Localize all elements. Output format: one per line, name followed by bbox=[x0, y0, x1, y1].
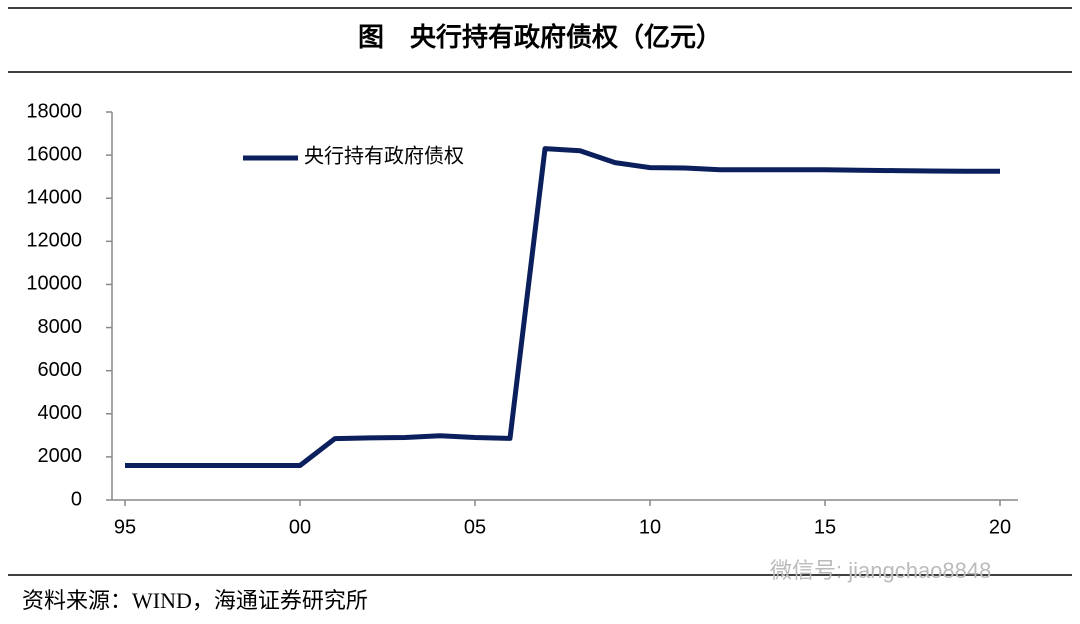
y-tick-label: 16000 bbox=[26, 143, 82, 165]
source-note: 资料来源：WIND，海通证券研究所 bbox=[22, 588, 368, 613]
watermark: 微信号: jiangchao8848 bbox=[770, 558, 991, 583]
x-tick-label: 95 bbox=[114, 516, 136, 538]
y-tick-label: 14000 bbox=[26, 187, 82, 209]
x-tick-label: 00 bbox=[289, 516, 311, 538]
chart-title: 图 央行持有政府债权（亿元） bbox=[358, 22, 722, 52]
series-line bbox=[125, 146, 1000, 469]
y-tick-label: 10000 bbox=[26, 273, 82, 295]
x-tick-label: 05 bbox=[464, 516, 486, 538]
y-tick-label: 2000 bbox=[38, 445, 83, 467]
y-tick-label: 8000 bbox=[38, 316, 83, 338]
y-tick-label: 0 bbox=[71, 488, 82, 510]
y-tick-label: 4000 bbox=[38, 402, 83, 424]
x-tick-label: 15 bbox=[814, 516, 836, 538]
y-tick-label: 6000 bbox=[38, 359, 83, 381]
y-tick-label: 18000 bbox=[26, 100, 82, 122]
legend-label: 央行持有政府债权 bbox=[304, 145, 464, 168]
x-tick-label: 20 bbox=[989, 516, 1011, 538]
x-tick-label: 10 bbox=[639, 516, 661, 538]
y-tick-label: 12000 bbox=[26, 230, 82, 252]
